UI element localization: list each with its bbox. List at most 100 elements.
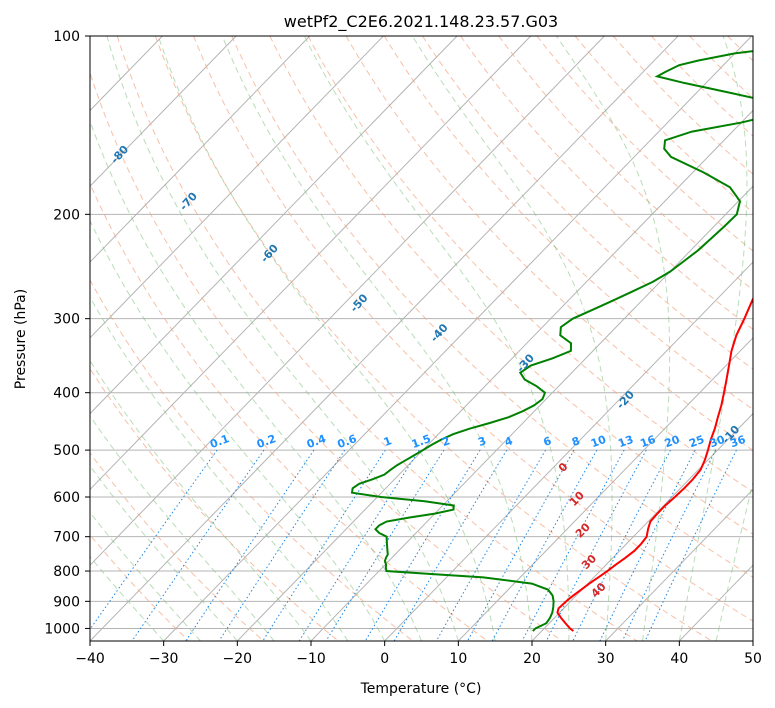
isotherm-line bbox=[384, 261, 753, 641]
x-tick-label: −20 bbox=[223, 651, 253, 667]
dry-adiabat-line bbox=[90, 71, 563, 641]
mixing-ratio-label: 4 bbox=[503, 434, 515, 449]
moist-adiabat-line bbox=[678, 36, 748, 641]
dry-adiabat-line bbox=[269, 36, 753, 535]
dry-adiabat-line bbox=[383, 36, 753, 411]
mixing-ratio-label: 2 bbox=[440, 434, 452, 449]
moist-adiabat-line bbox=[411, 36, 613, 641]
y-tick-label: 400 bbox=[53, 386, 80, 402]
dry-adiabat-line bbox=[90, 279, 414, 641]
isotherm-line bbox=[236, 109, 753, 641]
x-tick-label: 50 bbox=[744, 651, 762, 667]
mixing-ratio-lines bbox=[90, 449, 737, 641]
mixing-ratio-label: 10 bbox=[589, 433, 608, 451]
x-tick-label: 0 bbox=[380, 651, 389, 667]
mixing-ratio-label: 0.6 bbox=[336, 432, 359, 451]
dewpoint-profile-line bbox=[350, 50, 753, 632]
mixing-ratio-line bbox=[393, 449, 508, 641]
mixing-ratio-line bbox=[644, 449, 737, 641]
x-tick-label: 30 bbox=[597, 651, 615, 667]
plot-area: -100-90-80-70-60-50-40-30-20-10010203040… bbox=[90, 36, 753, 641]
mixing-ratio-label: 8 bbox=[570, 434, 582, 449]
x-tick-label: −30 bbox=[149, 651, 179, 667]
moist-adiabat-line bbox=[106, 36, 459, 641]
mixing-ratio-label: 25 bbox=[687, 433, 706, 450]
mixing-ratio-line bbox=[364, 449, 481, 641]
moist-adiabat-line bbox=[90, 465, 238, 641]
mixing-ratio-line bbox=[545, 449, 647, 641]
mixing-ratio-label: 30 bbox=[708, 433, 727, 451]
mixing-ratio-label: 1 bbox=[382, 434, 394, 449]
moist-adiabat-line bbox=[157, 36, 496, 641]
y-tick-label: 500 bbox=[53, 443, 80, 459]
x-tick-label: 40 bbox=[670, 651, 688, 667]
mixing-ratio-label: 1.5 bbox=[410, 432, 433, 451]
isobars bbox=[90, 36, 753, 629]
mixing-ratio-line bbox=[621, 449, 717, 641]
isotherm-line bbox=[90, 36, 237, 187]
isotherm-line bbox=[531, 412, 753, 641]
mixing-ratio-label: 0.2 bbox=[255, 432, 278, 451]
mixing-ratio-line bbox=[131, 449, 265, 641]
mixing-ratio-label: 0.4 bbox=[305, 432, 328, 451]
plot-frame bbox=[89, 35, 754, 642]
y-tick-label: 1000 bbox=[44, 621, 80, 637]
y-tick-label: 600 bbox=[53, 490, 80, 506]
mixing-ratio-label: 13 bbox=[616, 433, 635, 450]
x-axis-title: Temperature (°C) bbox=[360, 681, 482, 697]
isotherm-line bbox=[90, 36, 458, 415]
y-axis: 100 200 300 400 500 600 700 800 900 1000 bbox=[44, 29, 90, 637]
moist-adiabat-line bbox=[221, 36, 533, 641]
mixing-ratio-line bbox=[467, 449, 575, 641]
x-tick-label: −10 bbox=[296, 651, 326, 667]
isotherm-line bbox=[90, 36, 605, 566]
isotherm-line bbox=[457, 337, 753, 641]
dry-adiabat-line bbox=[90, 182, 488, 641]
dry-adiabat-line bbox=[154, 36, 712, 641]
x-tick-label: 10 bbox=[449, 651, 467, 667]
moist-adiabat-line bbox=[90, 219, 386, 641]
moist-adiabats bbox=[90, 36, 753, 641]
dry-adiabat-line bbox=[307, 36, 753, 493]
x-axis: −40 −30 −20 −10 0 10 20 30 40 50 bbox=[75, 641, 762, 667]
mixing-ratio-line bbox=[90, 449, 218, 631]
x-tick-label: 20 bbox=[523, 651, 541, 667]
y-tick-label: 100 bbox=[53, 29, 80, 45]
y-axis-title: Pressure (hPa) bbox=[13, 289, 29, 389]
mixing-ratio-line bbox=[491, 449, 598, 641]
isotherm-line bbox=[90, 36, 311, 263]
isotherm-line bbox=[90, 36, 532, 491]
mixing-ratio-label: 3 bbox=[476, 434, 488, 449]
y-tick-label: 700 bbox=[53, 530, 80, 546]
mixing-ratio-line bbox=[262, 449, 386, 641]
y-tick-label: 800 bbox=[53, 564, 80, 580]
mixing-ratio-label: 20 bbox=[663, 433, 682, 451]
dry-adiabat-line bbox=[536, 36, 753, 252]
isotherm-line bbox=[605, 488, 753, 641]
mixing-ratio-label: 16 bbox=[638, 433, 657, 451]
y-tick-label: 300 bbox=[53, 312, 80, 328]
moist-adiabat-line bbox=[555, 36, 671, 641]
moist-adiabat-line bbox=[90, 415, 275, 641]
sounding-series bbox=[350, 50, 753, 632]
dry-adiabat-line bbox=[193, 36, 753, 622]
dry-adiabat-line bbox=[345, 36, 753, 451]
mixing-ratio-line bbox=[521, 449, 625, 641]
dry-adiabats bbox=[90, 36, 753, 641]
chart-title: wetPf2_C2E6.2021.148.23.57.G03 bbox=[284, 12, 558, 32]
dry-adiabat-line bbox=[612, 36, 753, 175]
mixing-ratio-line bbox=[435, 449, 546, 641]
dry-adiabat-line bbox=[231, 36, 753, 578]
y-tick-label: 900 bbox=[53, 594, 80, 610]
mixing-ratio-label: 6 bbox=[542, 434, 554, 449]
moist-adiabat-line bbox=[715, 480, 753, 641]
dry-adiabat-line bbox=[498, 36, 753, 291]
mixing-ratio-line bbox=[325, 449, 445, 641]
moist-adiabat-line bbox=[90, 359, 312, 641]
isotherm-line bbox=[163, 36, 753, 641]
y-tick-label: 200 bbox=[53, 207, 80, 223]
isotherm-line bbox=[90, 36, 384, 339]
moist-adiabat-line bbox=[90, 119, 422, 641]
